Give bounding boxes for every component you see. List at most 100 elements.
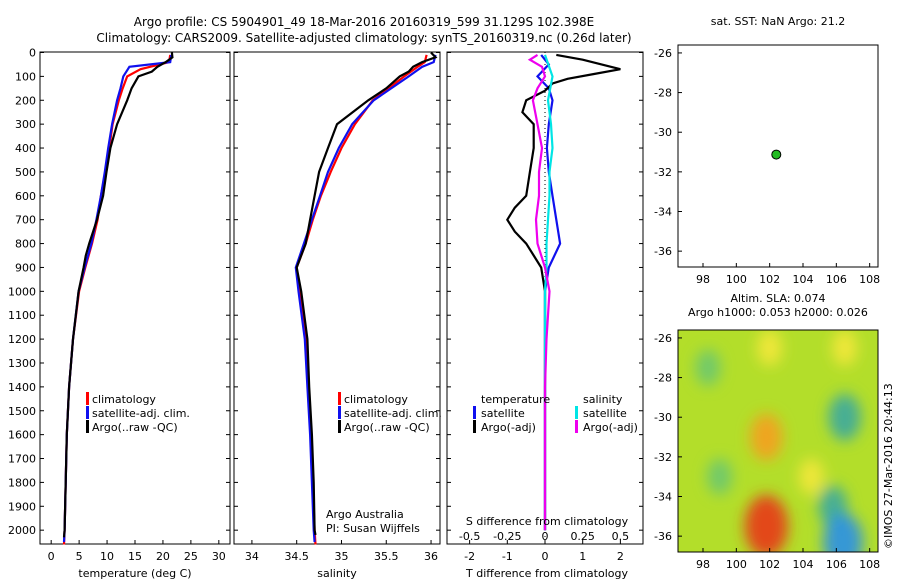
x-tick-label: -2 [464,550,475,563]
map-y-tick-label: -28 [654,87,672,100]
timestamp-watermark: ©IMOS 27-Mar-2016 20:44:13 [882,383,895,549]
legend-s-satellite: satellite [583,407,627,420]
series-line-satellite-adj-clim- [62,54,173,543]
x-tick-label: 34.5 [284,550,309,563]
x-tick-label: 1 [579,550,586,563]
title-line-1: Argo profile: CS 5904901_49 18-Mar-2016 … [134,15,594,29]
legend-temperature: temperature [481,393,550,406]
x-tick-label: 35.5 [374,550,399,563]
depth-tick-label: 1900 [8,500,36,513]
depth-tick-label: 1500 [8,405,36,418]
x-tick-label: 2 [617,550,624,563]
depth-tick-label: 800 [15,238,36,251]
depth-tick-label: 1600 [8,429,36,442]
map-x-tick-label: 100 [726,558,747,571]
depth-tick-label: 900 [15,261,36,274]
legend-s-argo: Argo(-adj) [583,421,638,434]
legend-swatch-argo-2 [338,420,341,433]
legend-t-satellite: satellite [481,407,525,420]
legend-swatch-climatology [86,392,89,405]
sla-anomaly [832,330,858,367]
legend-swatch-argo [86,420,89,433]
salinity-axes [233,51,441,545]
map-x-tick-label: 98 [696,273,710,286]
depth-tick-label: 1100 [8,309,36,322]
map-y-tick-label: -30 [654,126,672,139]
x-tick-label: 0 [48,550,55,563]
map-x-tick-label: 108 [859,273,880,286]
depth-tick-label: 400 [15,142,36,155]
credit-line-2: PI: Susan Wijffels [326,522,420,535]
map-x-tick-label: 98 [696,558,710,571]
depth-tick-label: 0 [29,47,36,60]
sla-frame [677,329,879,553]
legend-swatch-satellite [86,406,89,419]
x-tick-label: -1 [502,550,513,563]
sst-map-title: sat. SST: NaN Argo: 21.2 [711,15,845,28]
x-tick-label: 10 [100,550,114,563]
map-y-tick-label: -36 [654,530,672,543]
series-line-temperature-argo-adj- [506,53,621,531]
map-x-tick-label: 108 [859,558,880,571]
s-difference-label: S difference from climatology [466,515,629,528]
temperature-panel: 0 5 10 15 20 25 30 [48,52,226,563]
series-line-climatology [62,54,172,545]
depth-tick-label: 1200 [8,333,36,346]
argo-position-marker [771,149,782,160]
sla-anomaly [798,458,824,495]
sla-anomaly [695,349,721,386]
x-tick-label: 15 [128,550,142,563]
map-y-tick-label: -36 [654,245,672,258]
depth-tick-label: 300 [15,118,36,131]
salinity-panel: 34 34.5 35 35.5 36 [245,51,438,563]
sla-title-1: Altim. SLA: 0.074 [730,292,825,305]
salinity-xlabel: salinity [317,567,357,580]
depth-tick-label: 700 [15,214,36,227]
map-x-tick-label: 102 [759,558,780,571]
x-tick-label: 34 [245,550,259,563]
depth-tick-label: 500 [15,166,36,179]
legend-argo-2: Argo(..raw -QC) [344,421,430,434]
legend-salinity: salinity [583,393,623,406]
depth-tick-label: 100 [15,70,36,83]
legend-climatology: climatology [92,393,156,406]
sla-anomaly [757,330,783,367]
sla-anomaly [744,495,788,552]
legend-swatch-s-argo [575,420,578,433]
x-tick-label: 36 [424,550,438,563]
series-line-climatology [295,54,428,545]
sla-title-2: Argo h1000: 0.053 h2000: 0.026 [688,306,868,319]
x2-tick-label: 0.5 [612,530,630,543]
depth-tick-label: 1300 [8,357,36,370]
difference-panel: -2 -1 0 1 2 -0.5 -0.25 0 0.25 0.5 [459,52,629,563]
x2-tick-label: 0.25 [570,530,595,543]
map-y-tick-label: -32 [654,166,672,179]
depth-tick-label: 1700 [8,453,36,466]
legend-satellite: satellite-adj. clim. [92,407,190,420]
series-line-salinity-argo-adj- [527,53,551,531]
map-x-tick-label: 106 [826,273,847,286]
legend-swatch-s-satellite [575,406,578,419]
sla-heatmap [678,330,878,552]
legend-swatch-t-argo [473,420,476,433]
temperature-xlabel: temperature (deg C) [78,567,191,580]
legend-satellite-2: satellite-adj. clim. [344,407,442,420]
depth-tick-label: 2000 [8,524,36,537]
legend-argo: Argo(..raw -QC) [92,421,178,434]
sla-anomaly [750,413,783,461]
temperature-axes [39,51,231,545]
x2-tick-label: 0 [542,530,549,543]
map-y-tick-label: -26 [654,332,672,345]
sst-map-axes [677,44,879,268]
depth-tick-label: 600 [15,190,36,203]
temperature-legend: climatology satellite-adj. clim. Argo(..… [86,392,190,434]
sla-anomaly [828,393,861,441]
salinity-legend: climatology satellite-adj. clim. Argo(..… [338,392,442,434]
legend-climatology-2: climatology [344,393,408,406]
map-x-tick-label: 102 [759,273,780,286]
map-x-tick-label: 104 [793,558,814,571]
x2-tick-label: -0.5 [459,530,480,543]
depth-tick-label: 1400 [8,381,36,394]
x2-tick-label: -0.25 [493,530,521,543]
